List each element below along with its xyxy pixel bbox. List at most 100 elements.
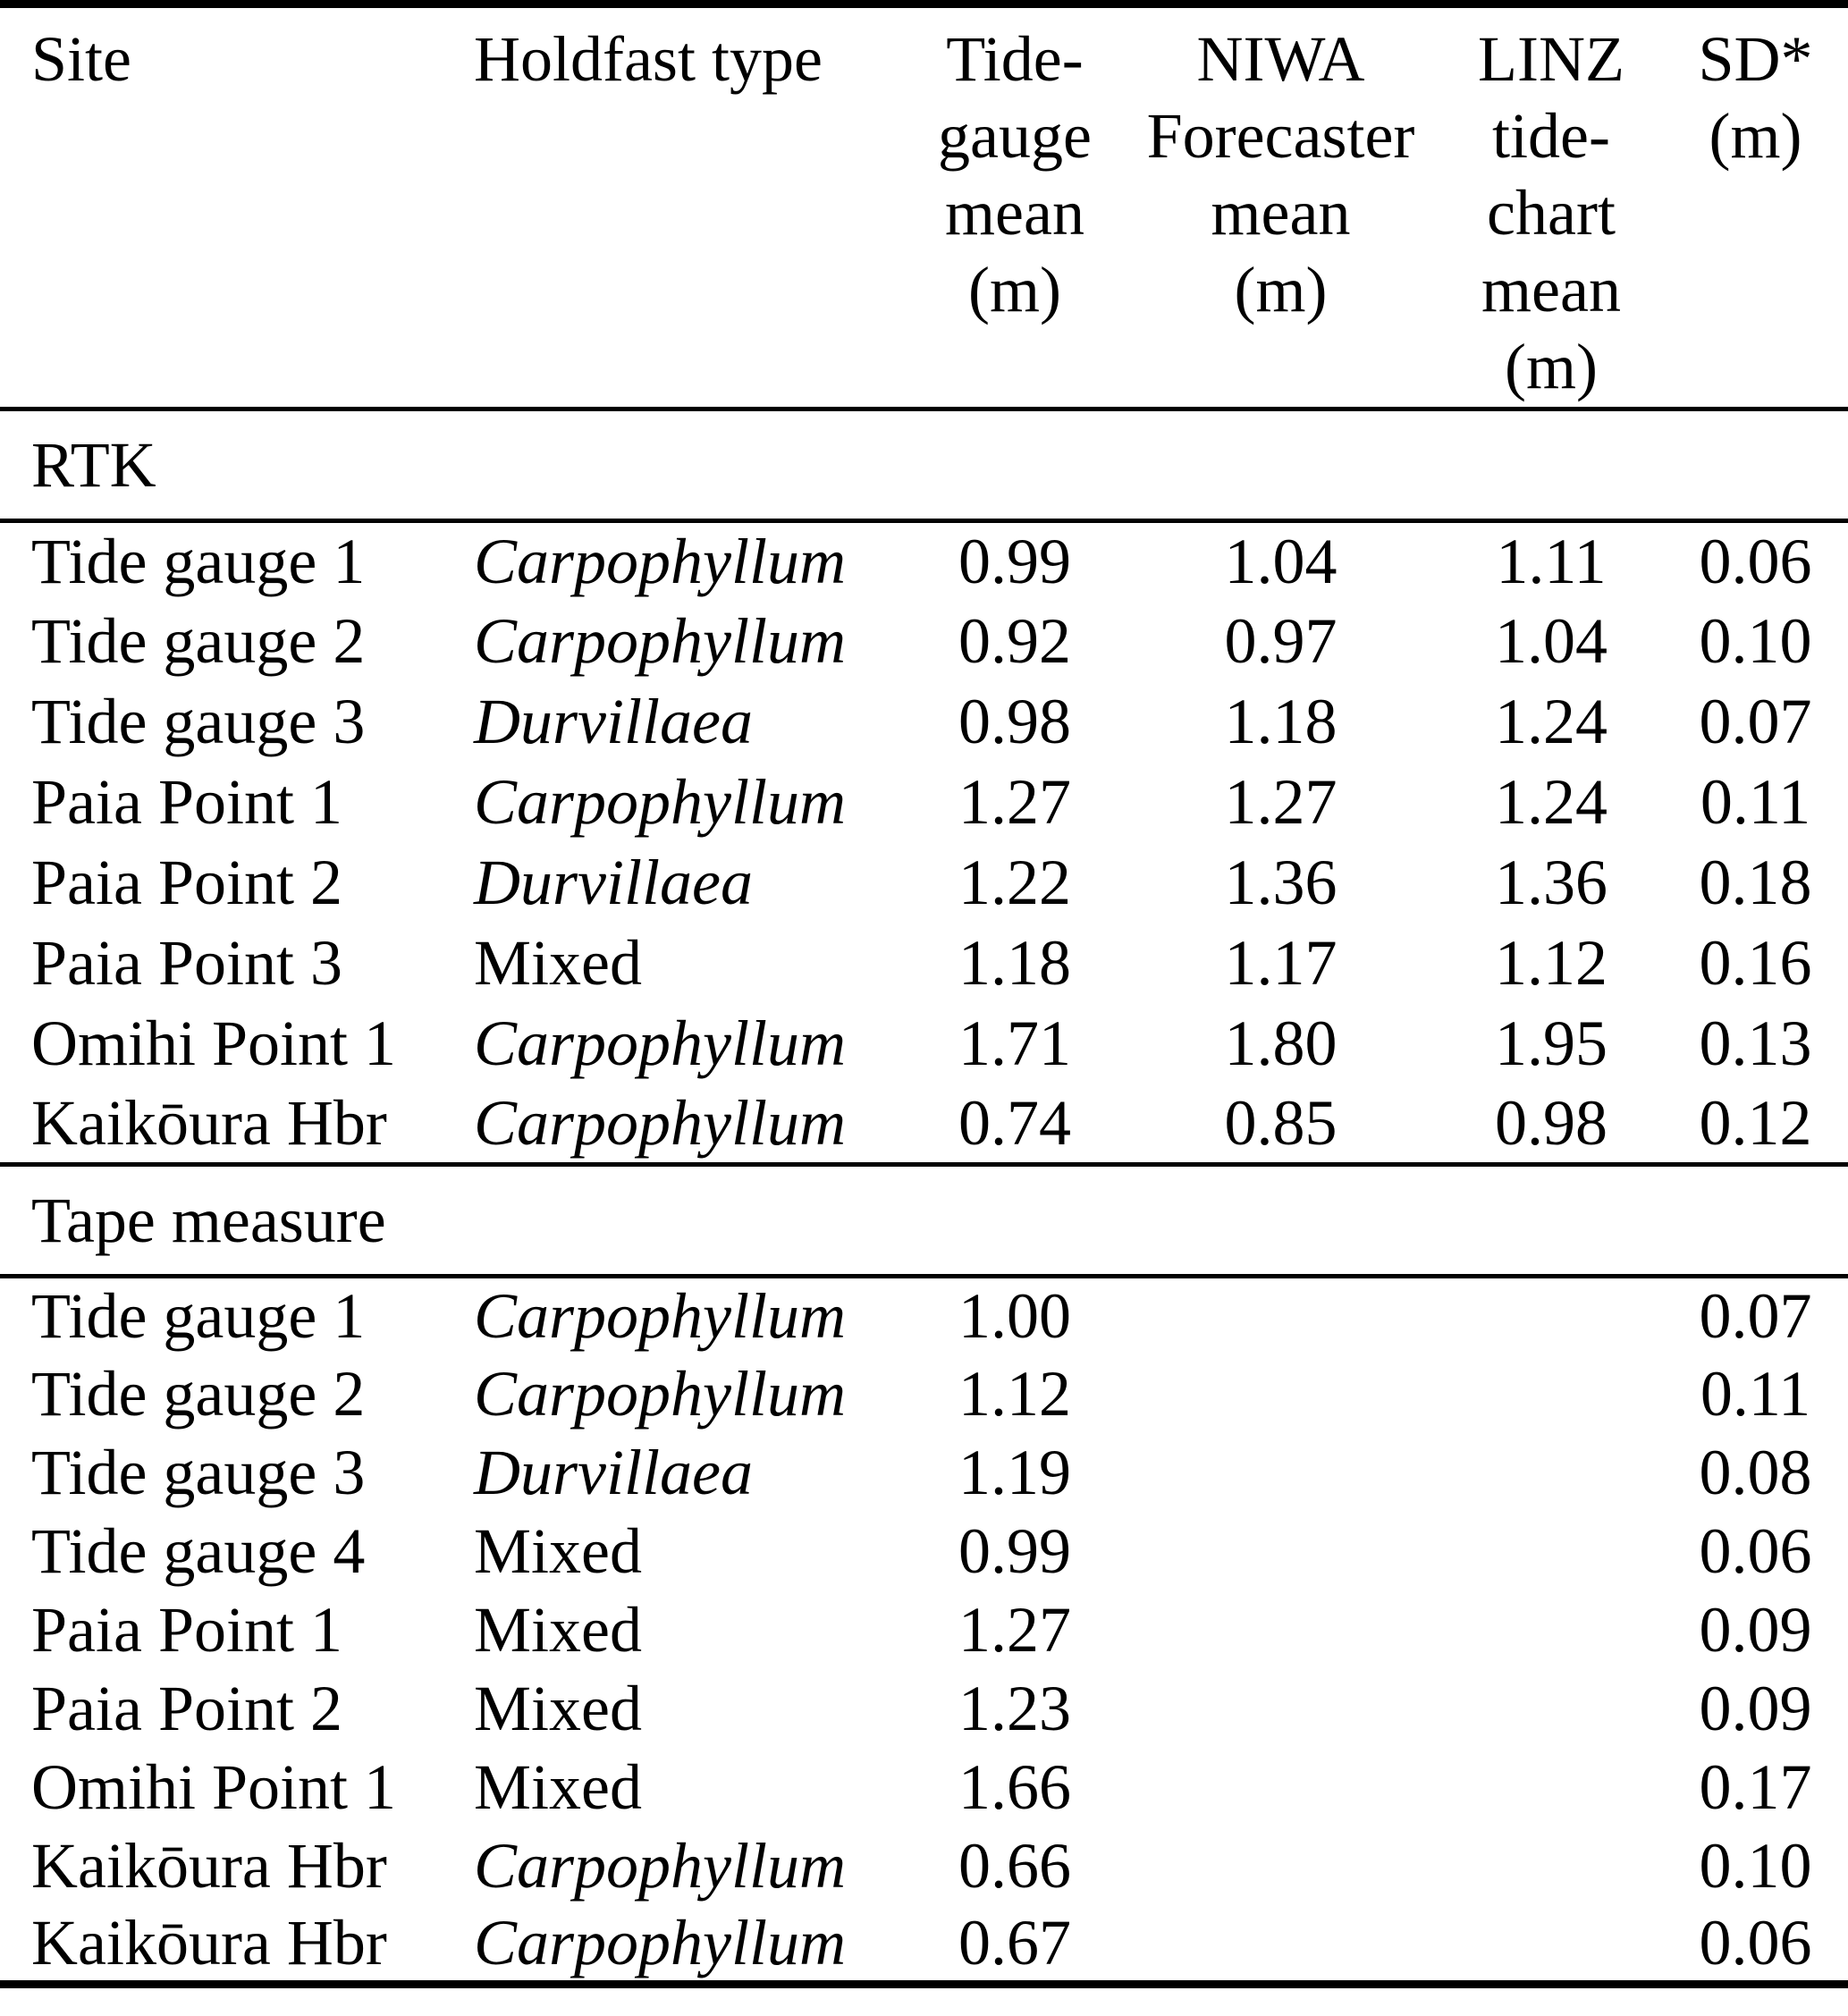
tide-gauge-mean-cell: 0.99 (958, 1515, 1071, 1587)
niwa-mean-cell (1144, 1749, 1417, 1827)
holdfast-cell: Durvillaea (474, 847, 753, 918)
holdfast-cell: Carpophyllum (474, 766, 847, 838)
linz-mean-cell: 1.11 (1496, 526, 1607, 598)
section-row-rtk: RTK (0, 409, 1848, 523)
site-cell: Tide gauge 1 (31, 1280, 366, 1353)
sd-cell: 0.17 (1699, 1751, 1812, 1823)
header-row: Site Holdfast type Tide- gauge mean (m) … (0, 4, 1848, 411)
site-cell: Tide gauge 4 (31, 1515, 366, 1587)
sd-cell: 0.10 (1699, 1830, 1812, 1902)
sd-cell: 0.16 (1699, 927, 1812, 999)
table-row: Paia Point 2 Durvillaea 1.22 1.36 1.36 0… (0, 843, 1848, 924)
holdfast-cell: Carpophyllum (451, 1084, 885, 1167)
sd-cell: 0.07 (1699, 686, 1812, 757)
site-cell: Omihi Point 1 (31, 1008, 397, 1079)
linz-mean-cell: 0.98 (1417, 1084, 1685, 1167)
column-header-niwa-mean: NIWA Forecaster mean (m) (1144, 4, 1417, 411)
holdfast-cell: Carpophyllum (474, 1830, 847, 1902)
site-cell: Tide gauge 3 (31, 686, 366, 757)
sd-cell: 0.06 (1699, 526, 1812, 598)
table-header: Site Holdfast type Tide- gauge mean (m) … (0, 4, 1848, 411)
table-row: Tide gauge 2 Carpophyllum 0.92 0.97 1.04… (0, 602, 1848, 682)
linz-mean-cell: 1.04 (1495, 605, 1608, 677)
column-header-site: Site (0, 4, 451, 411)
tide-gauge-mean-cell: 1.00 (958, 1280, 1071, 1353)
holdfast-cell: Carpophyllum (474, 1280, 847, 1353)
linz-mean-cell (1417, 1434, 1685, 1513)
niwa-mean-cell: 1.04 (1224, 526, 1337, 598)
linz-mean-cell (1417, 1591, 1685, 1670)
table-row: Tide gauge 2 Carpophyllum 1.12 0.11 (0, 1355, 1848, 1434)
niwa-mean-cell (1144, 1277, 1417, 1355)
sd-cell: 0.13 (1699, 1008, 1812, 1079)
table-row: Kaikōura Hbr Carpophyllum 0.74 0.85 0.98… (0, 1084, 1848, 1167)
site-cell: Omihi Point 1 (31, 1751, 397, 1823)
linz-mean-cell: 1.95 (1495, 1008, 1608, 1079)
tide-gauge-mean-cell: 0.92 (958, 605, 1071, 677)
site-cell: Paia Point 1 (31, 766, 343, 838)
niwa-mean-cell (1144, 1513, 1417, 1591)
site-cell: Kaikōura Hbr (0, 1084, 451, 1167)
sd-cell: 0.07 (1699, 1280, 1812, 1353)
sd-cell: 0.09 (1699, 1673, 1812, 1744)
table-row: Kaikōura Hbr Carpophyllum 0.66 0.10 (0, 1827, 1848, 1906)
tide-gauge-mean-cell: 0.66 (958, 1830, 1071, 1902)
rtk-rows: Tide gauge 1 Carpophyllum 0.99 1.04 1.11… (0, 521, 1848, 1167)
site-cell: Tide gauge 2 (31, 605, 366, 677)
holdfast-cell: Mixed (474, 1594, 642, 1666)
niwa-mean-cell (1144, 1906, 1417, 1985)
linz-mean-cell (1417, 1277, 1685, 1355)
sd-cell: 0.18 (1699, 847, 1812, 918)
table-row: Omihi Point 1 Mixed 1.66 0.17 (0, 1749, 1848, 1827)
table-row: Tide gauge 3 Durvillaea 1.19 0.08 (0, 1434, 1848, 1513)
table-row: Kaikōura Hbr Carpophyllum 0.67 0.06 (0, 1906, 1848, 1985)
linz-mean-cell: 1.36 (1495, 847, 1608, 918)
niwa-mean-cell: 1.18 (1224, 686, 1337, 757)
site-cell: Tide gauge 2 (31, 1358, 366, 1430)
tide-gauge-mean-cell: 1.27 (958, 766, 1071, 838)
niwa-mean-cell: 0.85 (1144, 1084, 1417, 1167)
sd-cell: 0.10 (1699, 605, 1812, 677)
tide-gauge-mean-cell: 0.98 (958, 686, 1071, 757)
niwa-mean-cell (1144, 1355, 1417, 1434)
niwa-mean-cell: 1.80 (1224, 1008, 1337, 1079)
tide-gauge-mean-cell: 1.66 (958, 1751, 1071, 1823)
site-cell: Paia Point 1 (31, 1594, 343, 1666)
table-row: Paia Point 1 Mixed 1.27 0.09 (0, 1591, 1848, 1670)
table-row: Paia Point 3 Mixed 1.18 1.17 1.12 0.16 (0, 924, 1848, 1004)
site-cell: Tide gauge 1 (31, 526, 366, 598)
linz-mean-cell: 1.24 (1495, 686, 1608, 757)
site-cell: Kaikōura Hbr (31, 1906, 387, 1978)
niwa-mean-cell: 1.36 (1224, 847, 1337, 918)
sd-cell: 0.12 (1685, 1084, 1848, 1167)
tape-measure-rows: Tide gauge 1 Carpophyllum 1.00 0.07 Tide… (0, 1277, 1848, 1985)
section-label-tape-measure: Tape measure (0, 1164, 1848, 1278)
tide-gauge-mean-cell: 1.18 (958, 927, 1071, 999)
holdfast-cell: Durvillaea (474, 686, 753, 757)
linz-mean-cell (1417, 1827, 1685, 1906)
sd-cell: 0.08 (1699, 1437, 1812, 1508)
sd-cell: 0.06 (1699, 1515, 1812, 1587)
sd-cell: 0.11 (1700, 1358, 1811, 1430)
section-tape-header: Tape measure (0, 1164, 1848, 1278)
niwa-mean-cell (1144, 1591, 1417, 1670)
tide-gauge-mean-cell: 0.74 (885, 1084, 1144, 1167)
niwa-mean-cell: 1.27 (1224, 766, 1337, 838)
column-header-sd: SD* (m) (1685, 4, 1848, 411)
holdfast-cell: Mixed (474, 1515, 642, 1587)
tide-gauge-mean-cell: 0.99 (958, 526, 1071, 598)
niwa-mean-cell (1144, 1827, 1417, 1906)
sd-cell: 0.06 (1699, 1906, 1812, 1978)
holdfast-cell: Carpophyllum (474, 1358, 847, 1430)
section-rtk-header: RTK (0, 409, 1848, 523)
table-row: Tide gauge 4 Mixed 0.99 0.06 (0, 1513, 1848, 1591)
sd-cell: 0.11 (1700, 766, 1811, 838)
holdfast-cell: Durvillaea (474, 1437, 753, 1508)
section-label-rtk: RTK (0, 409, 1848, 523)
tide-gauge-mean-cell: 1.27 (958, 1594, 1071, 1666)
holdfast-cell: Mixed (474, 927, 642, 999)
linz-mean-cell: 1.12 (1495, 927, 1608, 999)
table-row: Tide gauge 3 Durvillaea 0.98 1.18 1.24 0… (0, 682, 1848, 763)
linz-mean-cell (1417, 1355, 1685, 1434)
